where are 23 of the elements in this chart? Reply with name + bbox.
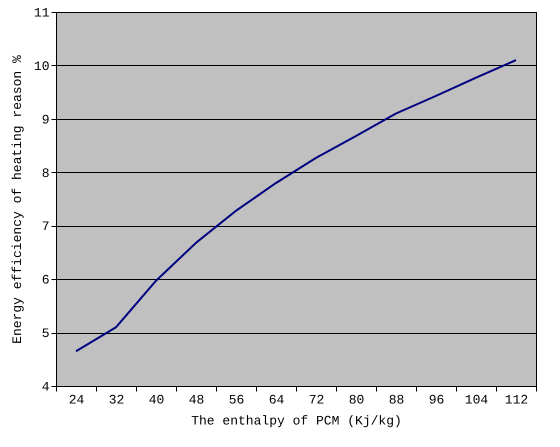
x-tick-label: 40 bbox=[148, 392, 164, 408]
x-tick-label: 72 bbox=[308, 392, 324, 408]
x-tick-label: 104 bbox=[464, 392, 488, 408]
y-tick-label: 8 bbox=[42, 166, 50, 181]
x-tick-label: 88 bbox=[388, 392, 404, 408]
y-tick-label: 6 bbox=[42, 272, 50, 288]
x-tick-label: 24 bbox=[68, 392, 84, 408]
y-tick-label: 7 bbox=[42, 219, 50, 234]
line-series bbox=[75, 59, 517, 352]
y-tick-label: 5 bbox=[42, 326, 50, 342]
x-axis-title: The enthalpy of PCM (Kj/kg) bbox=[191, 414, 402, 428]
x-tick-label: 32 bbox=[108, 392, 124, 408]
x-tick-label: 96 bbox=[428, 392, 444, 408]
x-tick-label: 56 bbox=[228, 392, 244, 408]
y-tick-label: 10 bbox=[34, 58, 50, 74]
y-tick-label: 9 bbox=[42, 112, 50, 128]
y-axis-title: Energy efficiency of heating reason % bbox=[10, 54, 25, 344]
x-tick-label: 64 bbox=[268, 392, 284, 408]
x-tick-label: 48 bbox=[188, 392, 204, 408]
y-tick-label: 4 bbox=[42, 380, 50, 394]
y-tick-label: 11 bbox=[34, 6, 50, 20]
x-tick-label: 80 bbox=[348, 392, 364, 408]
x-tick-label: 112 bbox=[504, 392, 528, 408]
